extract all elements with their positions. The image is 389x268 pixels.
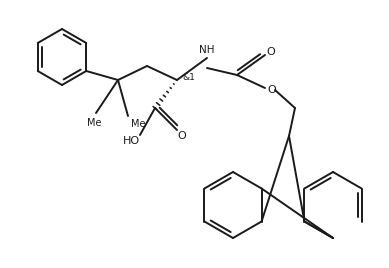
- Text: Me: Me: [87, 118, 101, 128]
- Text: HO: HO: [123, 136, 140, 146]
- Text: O: O: [268, 85, 276, 95]
- Text: &1: &1: [182, 73, 195, 83]
- Text: O: O: [178, 131, 186, 141]
- Text: Me: Me: [131, 119, 145, 129]
- Text: NH: NH: [199, 45, 215, 55]
- Text: O: O: [266, 47, 275, 57]
